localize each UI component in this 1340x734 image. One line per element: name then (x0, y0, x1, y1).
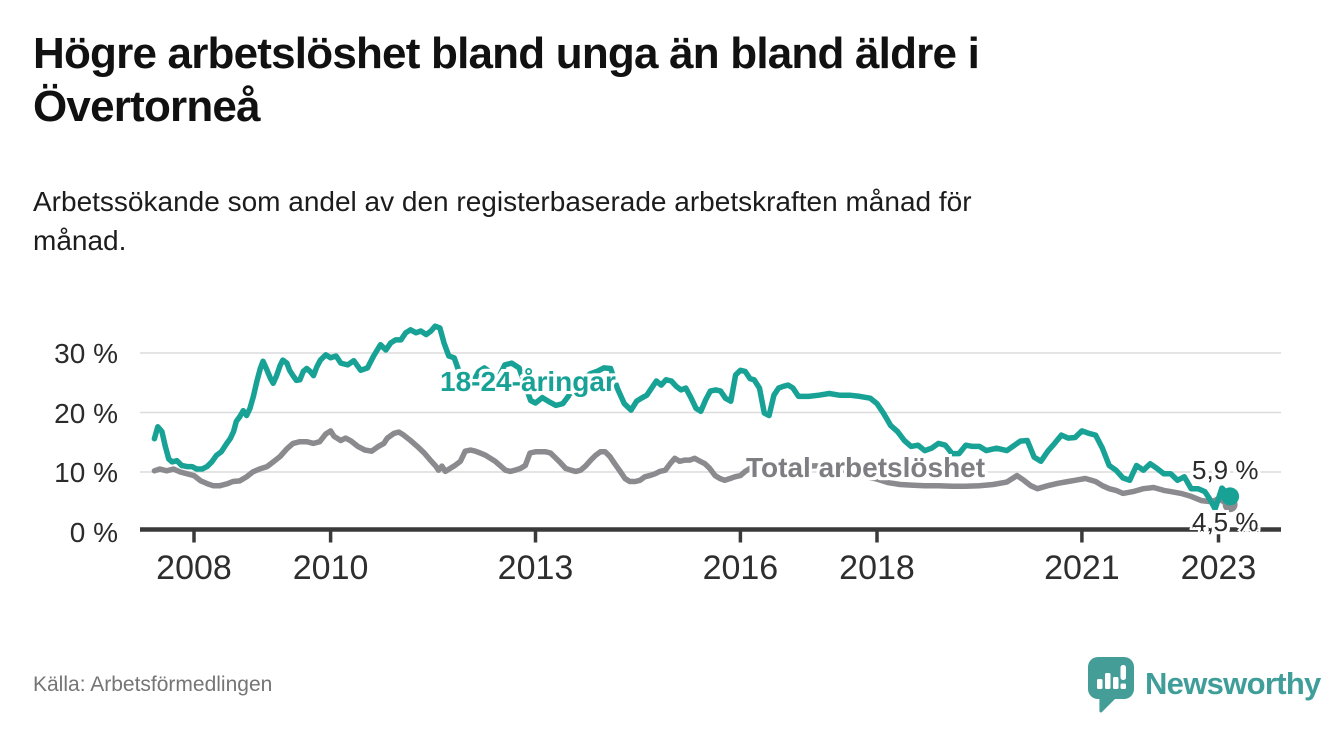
x-tick-label: 2023 (1180, 549, 1257, 587)
brand-logo: Newsworthy (1087, 656, 1321, 714)
end-value-label-total: 4,5 % (1192, 507, 1259, 537)
page-subtitle: Arbetssökande som andel av den registerb… (33, 186, 972, 256)
x-tick-label: 2013 (497, 549, 574, 587)
x-tick-label: 2010 (292, 549, 369, 587)
x-tick-label: 2016 (702, 549, 779, 587)
endpoint-dot (1221, 487, 1240, 506)
x-tick-label: 2018 (839, 549, 915, 587)
brand-name: Newsworthy (1145, 666, 1321, 701)
source-note: Källa: Arbetsförmedlingen (33, 673, 273, 696)
y-tick-label: 0 % (69, 516, 118, 548)
page-title: Högre arbetslöshet bland unga än bland ä… (33, 29, 980, 131)
x-tick-label: 2021 (1044, 549, 1120, 587)
y-tick-label: 10 % (54, 457, 118, 488)
end-value-label-youth: 5,9 % (1192, 455, 1259, 485)
newsworthy-chart-bubble-icon (1088, 657, 1134, 713)
series-label-youth: 18-24-åringar (440, 366, 616, 397)
y-tick-label: 20 % (54, 397, 118, 429)
series-label-total: Total arbetslöshet (746, 452, 986, 483)
x-tick-label: 2008 (156, 549, 232, 587)
y-tick-label: 30 % (54, 338, 118, 369)
